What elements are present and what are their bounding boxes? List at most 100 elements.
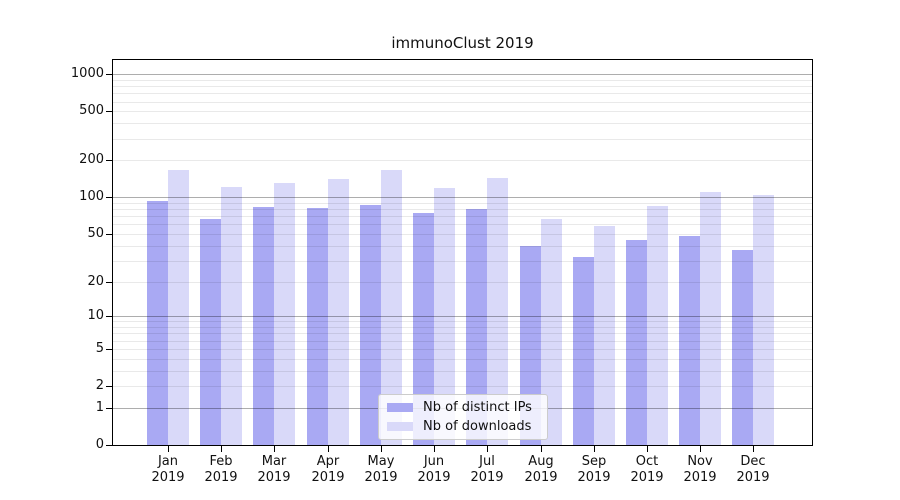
x-tick-year: 2019 (524, 470, 558, 485)
y-tick-mark (106, 197, 113, 198)
y-tick-label: 200 (79, 152, 104, 167)
bar-distinct-ips-nov (679, 236, 701, 445)
y-tick-label: 1 (95, 400, 104, 415)
x-tick-year: 2019 (470, 470, 504, 485)
x-tick-label: May 2019 (341, 454, 421, 486)
x-tick-mark (700, 446, 701, 452)
x-tick-year: 2019 (311, 470, 345, 485)
bar-distinct-ips-dec (732, 249, 754, 445)
x-tick-mark (221, 446, 222, 452)
x-tick-mark (274, 446, 275, 452)
legend-label: Nb of distinct IPs (423, 400, 532, 415)
y-tick-mark (106, 408, 113, 409)
x-tick-label: Sep 2019 (554, 454, 634, 486)
x-tick-month: Aug (528, 454, 554, 469)
bar-downloads-may (380, 170, 402, 445)
x-tick-month: May (367, 454, 395, 469)
bar-downloads-oct (646, 205, 668, 445)
x-tick-mark (753, 446, 754, 452)
legend-label: Nb of downloads (423, 419, 532, 434)
x-tick-label: Jul 2019 (447, 454, 527, 486)
x-tick-label: Apr 2019 (288, 454, 368, 486)
x-tick-label: Aug 2019 (501, 454, 581, 486)
legend: Nb of distinct IPs Nb of downloads (378, 394, 548, 440)
bars-layer (113, 60, 812, 445)
y-tick-label: 10 (87, 308, 104, 323)
x-tick-label: Oct 2019 (607, 454, 687, 486)
bar-distinct-ips-apr (306, 207, 328, 445)
bar-distinct-ips-mar (253, 206, 275, 445)
x-tick-mark (168, 446, 169, 452)
bar-distinct-ips-oct (625, 239, 647, 445)
x-tick-mark (381, 446, 382, 452)
y-tick-mark (106, 234, 113, 235)
bar-distinct-ips-may (359, 205, 381, 445)
x-tick-mark (647, 446, 648, 452)
x-tick-mark (541, 446, 542, 452)
y-tick-mark (106, 386, 113, 387)
x-tick-label: Jan 2019 (128, 454, 208, 486)
x-tick-mark (434, 446, 435, 452)
y-tick-label: 2 (95, 378, 104, 393)
y-tick-mark (106, 74, 113, 75)
bar-downloads-dec (753, 194, 775, 445)
y-tick-label: 500 (79, 103, 104, 118)
x-tick-month: Feb (209, 454, 233, 469)
chart-title: immunoClust 2019 (391, 34, 534, 52)
y-tick-label: 50 (87, 226, 104, 241)
bar-distinct-ips-sep (572, 257, 594, 445)
y-tick-label: 1000 (70, 66, 104, 81)
bar-distinct-ips-jul (466, 209, 488, 445)
x-tick-month: Jun (423, 454, 445, 469)
x-tick-year: 2019 (204, 470, 238, 485)
bar-downloads-jun (434, 188, 456, 445)
y-tick-mark (106, 282, 113, 283)
x-tick-mark (328, 446, 329, 452)
bar-downloads-jan (168, 170, 189, 445)
x-tick-mark (487, 446, 488, 452)
y-tick-label: 20 (87, 274, 104, 289)
y-tick-mark (106, 316, 113, 317)
x-tick-year: 2019 (257, 470, 291, 485)
x-tick-month: Sep (581, 454, 607, 469)
x-tick-year: 2019 (683, 470, 717, 485)
y-tick-mark (106, 160, 113, 161)
bar-downloads-apr (327, 179, 349, 445)
y-tick-label: 5 (95, 341, 104, 356)
bar-downloads-jul (487, 177, 509, 445)
legend-item-downloads: Nb of downloads (387, 417, 539, 436)
x-tick-year: 2019 (151, 470, 185, 485)
y-tick-mark (106, 445, 113, 446)
y-tick-mark (106, 349, 113, 350)
bar-downloads-feb (221, 186, 243, 445)
x-tick-month: Mar (261, 454, 287, 469)
x-tick-year: 2019 (364, 470, 398, 485)
x-tick-label: Dec 2019 (713, 454, 793, 486)
plot-area: Nb of distinct IPs Nb of downloads (112, 59, 813, 446)
bar-distinct-ips-jan (147, 201, 168, 445)
x-tick-mark (594, 446, 595, 452)
legend-item-distinct-ips: Nb of distinct IPs (387, 398, 539, 417)
x-tick-label: Feb 2019 (181, 454, 261, 486)
x-tick-month: Nov (687, 454, 713, 469)
x-tick-year: 2019 (417, 470, 451, 485)
x-tick-month: Oct (635, 454, 659, 469)
x-tick-month: Apr (316, 454, 340, 469)
y-tick-mark (106, 111, 113, 112)
bar-downloads-nov (700, 192, 722, 445)
legend-swatch-icon (387, 422, 413, 431)
x-tick-month: Jan (157, 454, 179, 469)
x-tick-label: Jun 2019 (394, 454, 474, 486)
x-tick-label: Nov 2019 (660, 454, 740, 486)
x-tick-month: Dec (740, 454, 766, 469)
bar-downloads-aug (540, 219, 562, 445)
bar-downloads-sep (593, 226, 615, 445)
bar-distinct-ips-jun (413, 213, 435, 445)
y-tick-label: 100 (79, 189, 104, 204)
bar-downloads-mar (274, 182, 296, 445)
x-tick-month: Jul (479, 454, 495, 469)
x-tick-label: Mar 2019 (234, 454, 314, 486)
x-tick-year: 2019 (736, 470, 770, 485)
x-tick-year: 2019 (630, 470, 664, 485)
